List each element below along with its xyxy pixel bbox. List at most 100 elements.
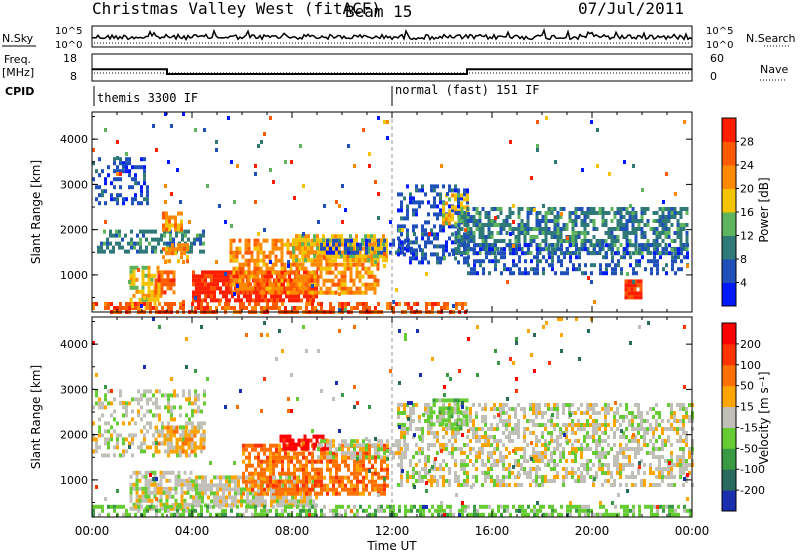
power-cell — [242, 283, 245, 287]
velocity-cell — [231, 479, 234, 483]
power-cell — [168, 224, 171, 228]
power-cell — [482, 207, 485, 211]
velocity-cell — [242, 476, 245, 480]
velocity-cell — [170, 430, 173, 434]
power-cell — [653, 263, 656, 267]
velocity-cell — [104, 441, 107, 445]
power-cell — [343, 254, 346, 258]
power-cell — [488, 251, 491, 255]
power-cell — [279, 294, 282, 298]
velocity-cell — [575, 509, 578, 513]
power-cell — [637, 295, 640, 299]
power-cell — [215, 148, 218, 152]
power-cell — [584, 263, 587, 267]
power-cell — [434, 302, 437, 306]
velocity-cell — [493, 483, 496, 487]
power-cell — [461, 251, 464, 255]
velocity-cell — [209, 513, 212, 517]
power-cell — [631, 291, 634, 295]
velocity-cell — [276, 503, 279, 507]
velocity-cell — [350, 439, 353, 443]
power-cell — [245, 306, 248, 310]
velocity-cell — [320, 488, 323, 492]
power-cell — [143, 157, 146, 161]
velocity-cell — [284, 472, 287, 476]
power-cell — [350, 271, 353, 275]
power-cell — [210, 274, 213, 278]
velocity-cell — [460, 451, 463, 455]
power-cell — [314, 259, 317, 263]
velocity-cell — [427, 443, 430, 447]
velocity-cell — [481, 415, 484, 419]
power-cell — [155, 278, 158, 282]
power-cell — [628, 295, 631, 299]
power-cell — [248, 275, 251, 279]
power-cell — [143, 173, 146, 177]
power-cell — [320, 267, 323, 271]
power-cell — [644, 207, 647, 211]
velocity-cell — [377, 505, 380, 509]
power-cell — [611, 271, 614, 275]
power-cell — [201, 278, 204, 282]
power-cell — [614, 239, 617, 243]
power-cell — [500, 227, 503, 231]
velocity-cell — [260, 468, 263, 472]
power-cell — [222, 294, 225, 298]
velocity-cell — [261, 495, 264, 499]
power-cell — [418, 188, 421, 192]
power-cell — [497, 239, 500, 243]
power-cell — [575, 235, 578, 239]
velocity-cell — [191, 421, 194, 425]
power-cell — [626, 223, 629, 227]
power-cell — [273, 298, 276, 302]
power-cell — [467, 243, 470, 247]
velocity-cell — [296, 468, 299, 472]
velocity-cell — [296, 484, 299, 488]
velocity-cell — [347, 505, 350, 509]
power-cell — [457, 200, 460, 204]
power-cell — [587, 251, 590, 255]
velocity-cell — [350, 484, 353, 488]
power-cell — [104, 220, 107, 224]
power-cell — [308, 302, 311, 306]
power-cell — [575, 267, 578, 271]
power-cell — [659, 243, 662, 247]
power-cell — [311, 275, 314, 279]
power-cell — [145, 266, 148, 270]
velocity-cell — [248, 460, 251, 464]
power-cell — [448, 252, 451, 256]
power-cell — [623, 231, 626, 235]
power-cell — [288, 294, 291, 298]
power-cell — [536, 235, 539, 239]
velocity-cell — [551, 509, 554, 513]
power-cell — [424, 228, 427, 232]
power-cell — [148, 270, 151, 274]
power-cell — [293, 196, 296, 200]
power-cell — [494, 259, 497, 263]
power-cell — [641, 188, 644, 192]
velocity-cell — [197, 430, 200, 434]
power-cell — [164, 270, 167, 274]
velocity-cell — [422, 509, 425, 513]
velocity-cell — [125, 401, 128, 405]
velocity-cell — [409, 423, 412, 427]
power-cell — [457, 204, 460, 208]
velocity-cell — [578, 509, 581, 513]
power-cell — [584, 223, 587, 227]
power-cell — [98, 157, 101, 161]
velocity-cell — [134, 433, 137, 437]
power-cell — [158, 278, 161, 282]
power-cell — [201, 286, 204, 290]
velocity-cell — [266, 509, 269, 513]
power-cell — [494, 255, 497, 259]
power-cell — [95, 197, 98, 201]
velocity-cell — [350, 455, 353, 459]
power-cell — [284, 160, 287, 164]
power-cell — [467, 235, 470, 239]
power-cell — [168, 247, 171, 251]
velocity-cell — [427, 459, 430, 463]
power-cell — [473, 271, 476, 275]
velocity-cell — [284, 509, 287, 513]
power-cell — [374, 275, 377, 279]
power-cell — [446, 306, 449, 310]
